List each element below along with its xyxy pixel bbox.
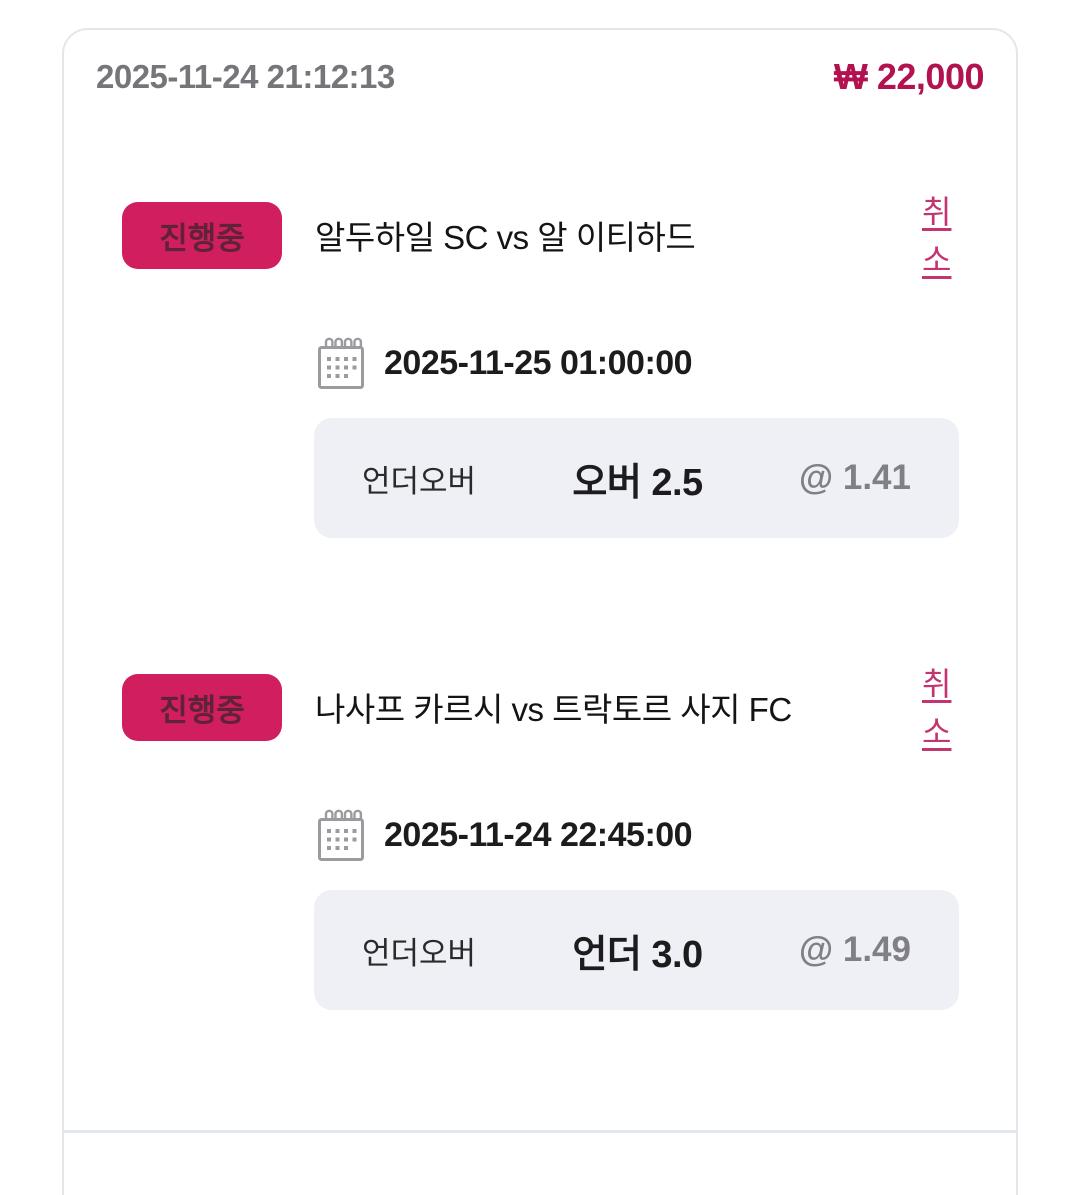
market-type-label: 언더오버 [362, 935, 477, 971]
bet-item: 진행중 나사프 카르시 vs 트락토르 사지 FC 취소 [122, 658, 959, 1010]
bet-slip-header: 2025-11-24 21:12:13 ₩ 22,000 [94, 56, 986, 98]
selection-box: 언더오버 언더 3.0 @ 1.49 [314, 890, 959, 1010]
bet-list: 진행중 알두하일 SC vs 알 이티하드 취소 [94, 186, 986, 1010]
selection-box: 언더오버 오버 2.5 @ 1.41 [314, 418, 959, 538]
bet-placed-timestamp: 2025-11-24 21:12:13 [96, 58, 395, 95]
footer-divider [64, 1130, 1016, 1133]
bet-item-header: 진행중 나사프 카르시 vs 트락토르 사지 FC 취소 [122, 658, 959, 756]
market-type-label: 언더오버 [362, 463, 477, 499]
match-title: 나사프 카르시 vs 트락토르 사지 FC [315, 691, 792, 728]
calendar-icon [314, 806, 366, 864]
cancel-bet-link[interactable]: 취소 [922, 194, 952, 278]
status-badge: 진행중 [122, 201, 282, 269]
expected-winnings: 예상 당첨금 46,200 원 [595, 1183, 984, 1195]
bet-stake-amount: ₩ 22,000 [833, 56, 985, 97]
bet-slip-footer: 총 배당율 2.101 예상 당첨금 46,200 원 [94, 1133, 986, 1195]
odds-value: @ 1.41 [799, 458, 911, 497]
calendar-icon [314, 334, 366, 392]
match-datetime: 2025-11-25 01:00:00 [384, 343, 693, 382]
cancel-bet-link[interactable]: 취소 [922, 666, 952, 750]
bet-item-header: 진행중 알두하일 SC vs 알 이티하드 취소 [122, 186, 959, 284]
match-datetime-row: 2025-11-24 22:45:00 [314, 806, 959, 864]
selected-pick-label: 언더 3.0 [572, 933, 703, 976]
match-title: 알두하일 SC vs 알 이티하드 [315, 219, 696, 256]
expected-winnings-amount: 46,200 [772, 1183, 944, 1195]
match-datetime: 2025-11-24 22:45:00 [384, 815, 693, 854]
bet-slip-card: 2025-11-24 21:12:13 ₩ 22,000 진행중 알두하일 SC… [62, 28, 1018, 1195]
status-badge: 진행중 [122, 673, 282, 741]
match-datetime-row: 2025-11-25 01:00:00 [314, 334, 959, 392]
bet-item: 진행중 알두하일 SC vs 알 이티하드 취소 [122, 186, 959, 538]
selected-pick-label: 오버 2.5 [572, 461, 703, 504]
odds-value: @ 1.49 [799, 930, 911, 969]
